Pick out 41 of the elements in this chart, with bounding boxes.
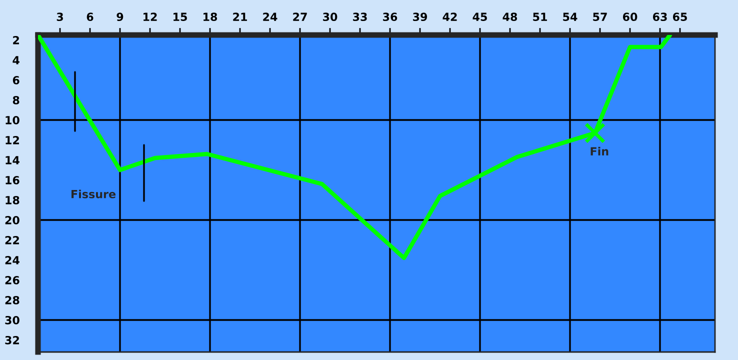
x-tick-label: 6	[86, 12, 94, 22]
x-tick-label: 21	[233, 12, 247, 21]
y-tick-label: 4	[12, 56, 20, 64]
annotation: Fin	[590, 146, 608, 156]
y-tick-label: 22	[5, 236, 19, 244]
x-tick-label: 9	[116, 12, 124, 22]
x-tick-label: 39	[413, 12, 428, 22]
x-tick-label: 54	[563, 12, 578, 22]
y-tick-label: 32	[5, 336, 19, 344]
x-tick-label: 33	[353, 12, 367, 22]
y-tick-label: 8	[12, 96, 20, 104]
x-tick-label: 63	[652, 12, 667, 22]
y-tick-label: 20	[5, 216, 20, 224]
x-tick-label: 36	[383, 12, 398, 22]
x-tick-label: 65	[672, 12, 687, 22]
line-series	[38, 35, 672, 260]
x-tick-label: 15	[174, 12, 187, 22]
y-tick-label: 14	[6, 156, 20, 164]
x-tick-label: 24	[263, 12, 278, 21]
x-tick-label: 60	[622, 12, 638, 22]
y-tick-label: 16	[6, 176, 20, 184]
x-tick-label: 42	[442, 12, 457, 21]
x-tick-label: 27	[293, 12, 307, 21]
x-tick-label: 57	[593, 12, 607, 22]
x-tick-label: 18	[204, 12, 218, 22]
y-tick-label: 26	[5, 276, 20, 284]
annotation: Fissure	[72, 190, 116, 198]
y-tick-label: 12	[6, 136, 19, 144]
y-tick-label: 2	[13, 36, 19, 44]
x-tick-label: 51	[533, 12, 547, 22]
x-tick-label: 48	[502, 12, 518, 22]
y-tick-label: 30	[5, 316, 20, 324]
y-tick-label: 6	[12, 76, 20, 84]
y-tick-label: 28	[5, 296, 20, 304]
x-tick-label: 12	[144, 12, 157, 21]
y-tick-label: 10	[6, 116, 20, 124]
x-tick-label: 3	[56, 12, 63, 22]
x-tick-label: 45	[472, 12, 487, 22]
y-tick-label: 24	[5, 256, 20, 264]
x-tick-label: 30	[323, 12, 338, 22]
y-tick-label: 18	[6, 196, 20, 204]
